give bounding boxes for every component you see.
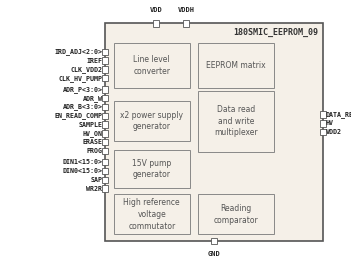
Text: 180SMIC_EEPROM_09: 180SMIC_EEPROM_09 — [234, 28, 319, 37]
Bar — [183, 20, 189, 27]
Bar — [114, 43, 190, 88]
Text: SAMPLE: SAMPLE — [79, 121, 102, 128]
Bar — [102, 57, 108, 64]
Text: DIN0<15:0>: DIN0<15:0> — [62, 168, 102, 174]
Bar — [105, 23, 323, 241]
Text: CLK_VDD2: CLK_VDD2 — [71, 66, 102, 73]
Text: WR2R: WR2R — [86, 185, 102, 192]
Bar — [102, 48, 108, 55]
Text: IREF: IREF — [86, 57, 102, 64]
Bar — [198, 91, 274, 152]
Bar — [102, 139, 108, 146]
Bar — [102, 66, 108, 73]
Text: Line level
converter: Line level converter — [133, 55, 170, 76]
Bar — [320, 129, 326, 135]
Text: DATA_READ: DATA_READ — [326, 111, 351, 118]
Text: High reference
voltage
commutator: High reference voltage commutator — [124, 198, 180, 231]
Bar — [114, 194, 190, 234]
Bar — [320, 120, 326, 126]
Text: VDD2: VDD2 — [326, 129, 342, 135]
Bar — [102, 159, 108, 165]
Bar — [211, 238, 217, 244]
Text: DIN1<15:0>: DIN1<15:0> — [62, 159, 102, 165]
Text: CLK_HV_PUMP: CLK_HV_PUMP — [59, 75, 102, 82]
Text: ERASE: ERASE — [82, 139, 102, 145]
Bar — [114, 101, 190, 141]
Text: IRD_ADJ<2:0>: IRD_ADJ<2:0> — [54, 48, 102, 55]
Bar — [102, 95, 108, 101]
Bar — [198, 43, 274, 88]
Text: Reading
comparator: Reading comparator — [214, 204, 258, 225]
Bar — [114, 150, 190, 188]
Bar — [102, 177, 108, 183]
Text: SAP: SAP — [91, 177, 102, 183]
Text: VDDH: VDDH — [178, 8, 194, 13]
Bar — [102, 130, 108, 137]
Bar — [198, 194, 274, 234]
Text: GND: GND — [208, 251, 220, 257]
Bar — [320, 111, 326, 118]
Text: HV: HV — [326, 120, 334, 126]
Text: x2 power supply
generator: x2 power supply generator — [120, 111, 183, 132]
Text: ADR_W: ADR_W — [82, 95, 102, 102]
Bar — [102, 112, 108, 119]
Text: PROG: PROG — [86, 148, 102, 154]
Bar — [102, 185, 108, 192]
Text: ADR_P<3:0>: ADR_P<3:0> — [62, 86, 102, 93]
Text: Data read
and write
multiplexer: Data read and write multiplexer — [214, 105, 258, 137]
Bar — [102, 168, 108, 174]
Bar — [102, 121, 108, 128]
Bar — [102, 75, 108, 81]
Text: HV_ON: HV_ON — [82, 130, 102, 137]
Bar — [102, 148, 108, 154]
Text: VDD: VDD — [150, 8, 163, 13]
Text: ADR_B<3:0>: ADR_B<3:0> — [62, 104, 102, 110]
Text: EN_READ_COMP: EN_READ_COMP — [54, 112, 102, 119]
Text: EEPROM matrix: EEPROM matrix — [206, 61, 266, 70]
Text: 15V pump
generator: 15V pump generator — [132, 159, 171, 179]
Bar — [102, 104, 108, 110]
Bar — [153, 20, 159, 27]
Bar — [102, 86, 108, 92]
